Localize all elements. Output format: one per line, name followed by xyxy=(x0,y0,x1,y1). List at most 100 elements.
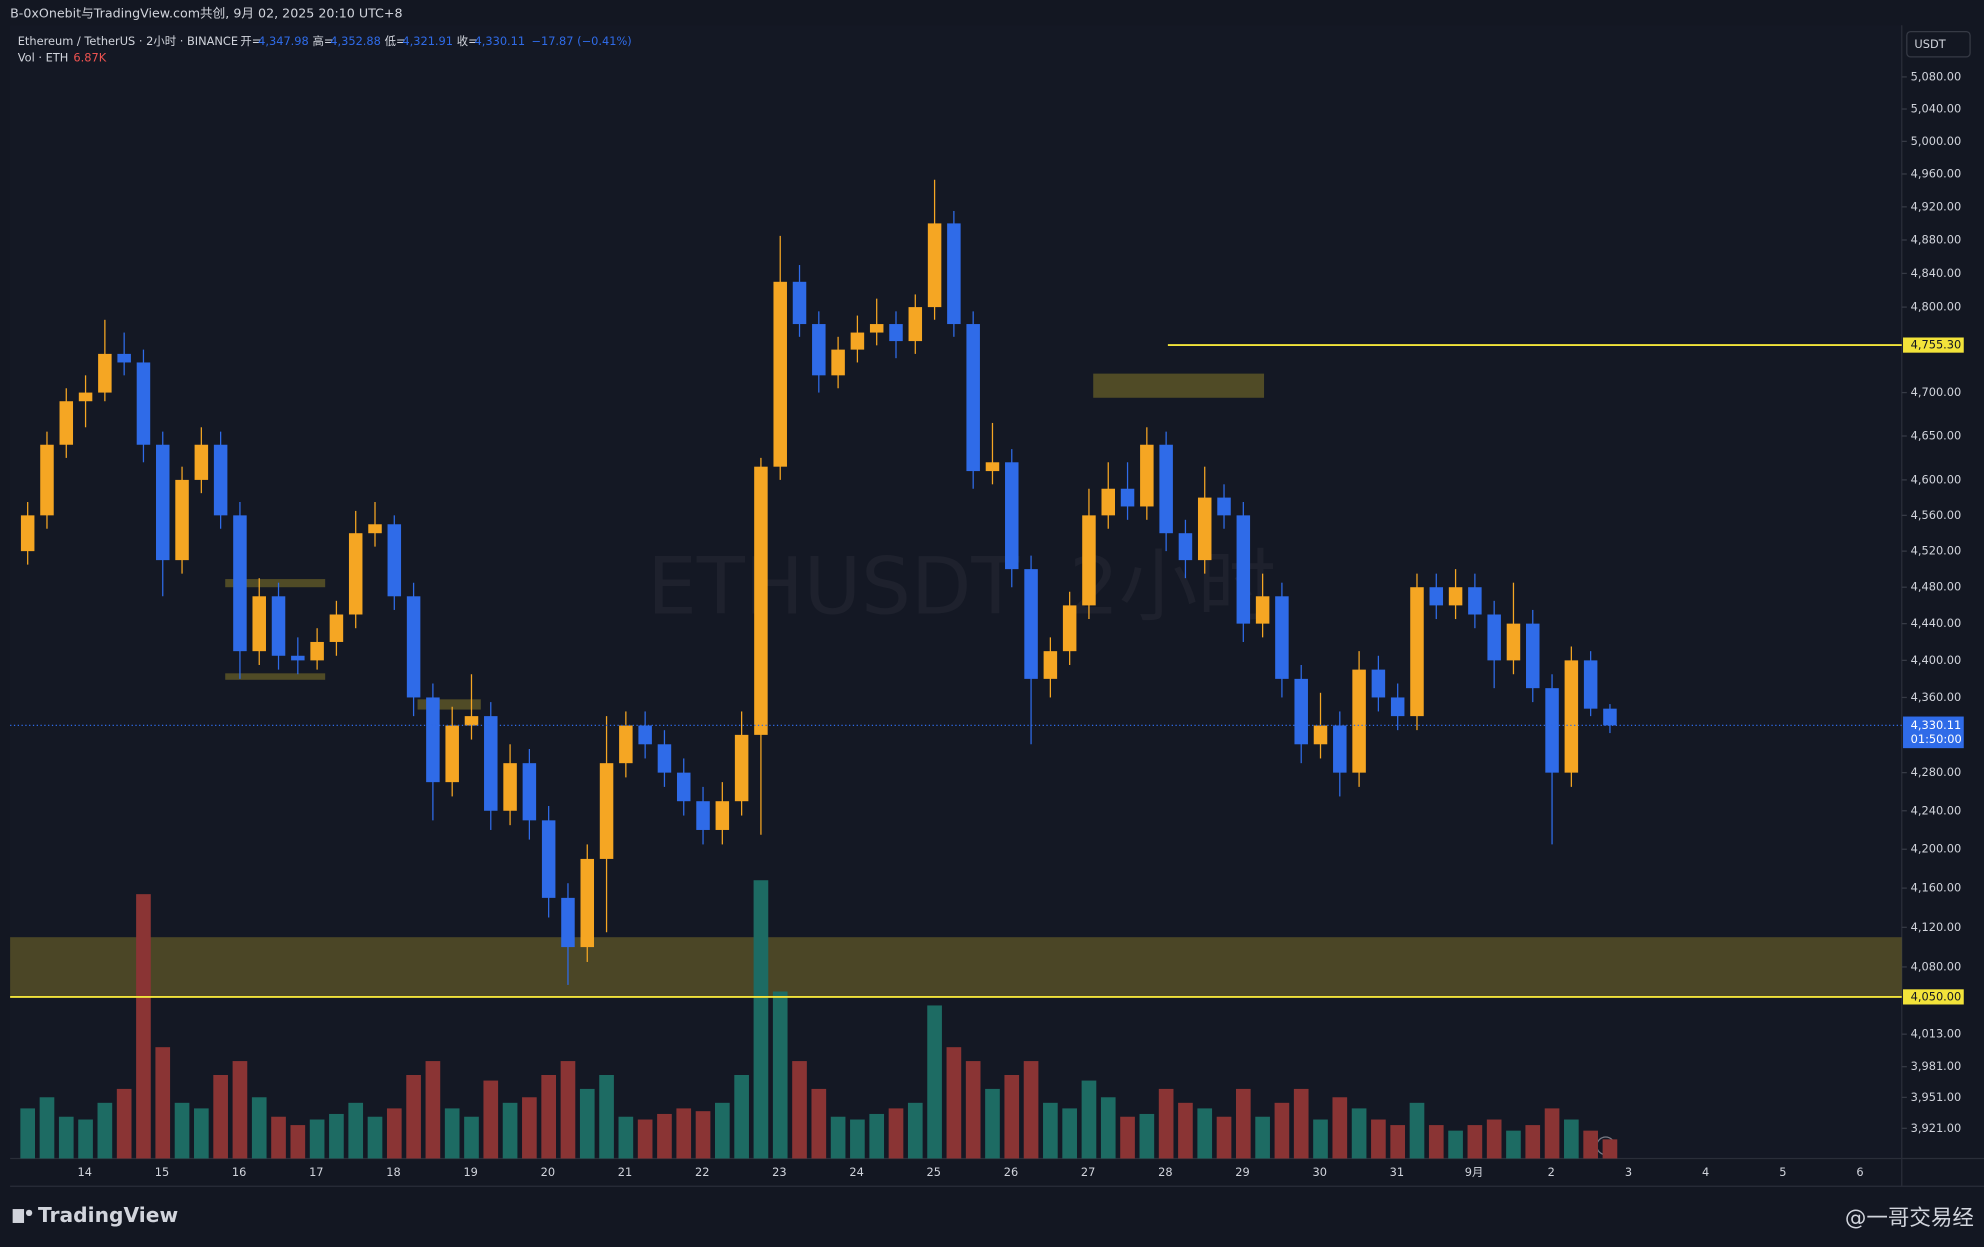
volume-bar xyxy=(502,1102,518,1159)
volume-bar xyxy=(39,1097,55,1159)
level-label: 4,050.00 xyxy=(1911,989,1962,1003)
volume-bar xyxy=(136,894,151,1159)
candle-body xyxy=(754,466,768,735)
y-tick-label: 3,951.00 xyxy=(1911,1090,1962,1104)
candle-body xyxy=(233,515,247,652)
volume-bar xyxy=(1544,1108,1560,1159)
volume-bar xyxy=(97,1102,113,1159)
candle-body xyxy=(59,401,74,445)
volume-bar xyxy=(20,1108,36,1159)
ohlc-legend: 开=4,347.98 高=4,352.88 低=4,321.91 收=4,330.11… xyxy=(240,34,631,48)
volume-bar xyxy=(522,1097,537,1159)
candle-body xyxy=(1275,596,1289,679)
volume-bar xyxy=(444,1108,460,1159)
volume-bar xyxy=(386,1108,402,1159)
y-tick-label: 4,960.00 xyxy=(1911,166,1962,180)
candle-body xyxy=(1005,462,1019,570)
symbol-title: Ethereum / TetherUS · 2小时 · BINANCE xyxy=(18,34,238,48)
candle-body xyxy=(40,444,54,516)
candle-body xyxy=(889,324,903,342)
candle-body xyxy=(117,353,131,363)
volume-bar xyxy=(946,1047,962,1159)
volume-bar xyxy=(1467,1125,1483,1159)
y-tick-label: 4,880.00 xyxy=(1911,232,1962,246)
candle-body xyxy=(522,763,537,821)
volume-bar xyxy=(714,1102,730,1159)
volume-bar xyxy=(888,1108,904,1159)
volume-bar xyxy=(1178,1102,1193,1159)
zone xyxy=(10,937,1902,997)
y-tick-label: 4,280.00 xyxy=(1911,765,1962,779)
currency-box[interactable] xyxy=(1906,30,1971,58)
volume-bar xyxy=(1023,1061,1039,1159)
candle-body xyxy=(1583,660,1598,709)
x-tick-label: 26 xyxy=(1004,1165,1018,1179)
y-tick-label: 4,600.00 xyxy=(1911,472,1962,486)
candle-body xyxy=(1410,587,1424,717)
x-tick-label: 27 xyxy=(1081,1165,1095,1179)
volume-bar xyxy=(772,991,788,1159)
candle-body xyxy=(406,596,421,698)
watermark: ETHUSDT, 2小时 xyxy=(647,541,1276,632)
candle-body xyxy=(599,763,614,859)
candle-body xyxy=(1526,623,1540,689)
last-price-label: 4,330.11 xyxy=(1911,718,1962,732)
legend-value: 4,330.11 xyxy=(474,34,525,48)
candle-body xyxy=(78,392,93,402)
candle-body xyxy=(812,324,826,376)
volume-bar xyxy=(618,1116,634,1159)
y-tick-label: 4,400.00 xyxy=(1911,653,1962,667)
volume-bar xyxy=(541,1075,557,1159)
x-tick-label: 6 xyxy=(1856,1165,1863,1179)
candle-body xyxy=(734,734,749,802)
volume-bar xyxy=(695,1111,711,1159)
candle-body xyxy=(1506,623,1521,661)
candle-body xyxy=(213,444,228,516)
legend-key: 高= xyxy=(313,34,334,48)
candle-body xyxy=(175,479,189,561)
legend-value: 4,352.88 xyxy=(330,34,381,48)
candle-body xyxy=(1371,669,1386,698)
y-tick-label: 4,520.00 xyxy=(1911,544,1962,558)
candle-body xyxy=(696,801,710,830)
candle-body xyxy=(1468,587,1482,615)
volume-bar xyxy=(850,1119,865,1159)
x-tick-label: 28 xyxy=(1158,1165,1172,1179)
candle-body xyxy=(1390,697,1405,717)
currency: USDT xyxy=(1914,37,1945,51)
x-tick-label: 16 xyxy=(232,1165,246,1179)
candle-body xyxy=(676,772,691,802)
volume-bar xyxy=(985,1088,1000,1159)
candle-body xyxy=(1024,569,1038,679)
zone xyxy=(417,699,481,710)
candle-body xyxy=(1082,515,1096,606)
candle-body xyxy=(194,444,209,480)
volume-bar xyxy=(1139,1113,1155,1159)
volume-bar xyxy=(1274,1102,1290,1159)
candle-body xyxy=(1333,725,1347,773)
y-tick-label: 4,200.00 xyxy=(1911,842,1962,856)
y-tick-label: 4,650.00 xyxy=(1911,429,1962,443)
volume-bar xyxy=(155,1047,171,1159)
volume-bar xyxy=(869,1113,885,1159)
candle-body xyxy=(715,801,730,830)
volume-bar xyxy=(1448,1130,1463,1159)
volume-bar xyxy=(1120,1116,1135,1159)
x-tick-label: 21 xyxy=(618,1165,632,1179)
volume-bar xyxy=(830,1116,846,1159)
legend-value: 4,347.98 xyxy=(258,34,309,48)
volume-bar xyxy=(213,1075,228,1159)
header-title: B-0xOnebit与TradingView.com共创, 9月 02, 202… xyxy=(10,5,402,20)
x-tick-label: 29 xyxy=(1235,1165,1249,1179)
volume-bar xyxy=(1293,1088,1309,1159)
legend-key: 收= xyxy=(457,34,478,48)
volume-bar xyxy=(1158,1088,1174,1159)
volume-bar xyxy=(251,1097,267,1159)
volume-bar xyxy=(734,1075,749,1159)
y-tick-label: 4,080.00 xyxy=(1911,959,1962,973)
candle-body xyxy=(445,725,459,783)
candle-body xyxy=(908,307,923,342)
volume-bar xyxy=(579,1088,595,1159)
x-tick-label: 2 xyxy=(1548,1165,1555,1179)
